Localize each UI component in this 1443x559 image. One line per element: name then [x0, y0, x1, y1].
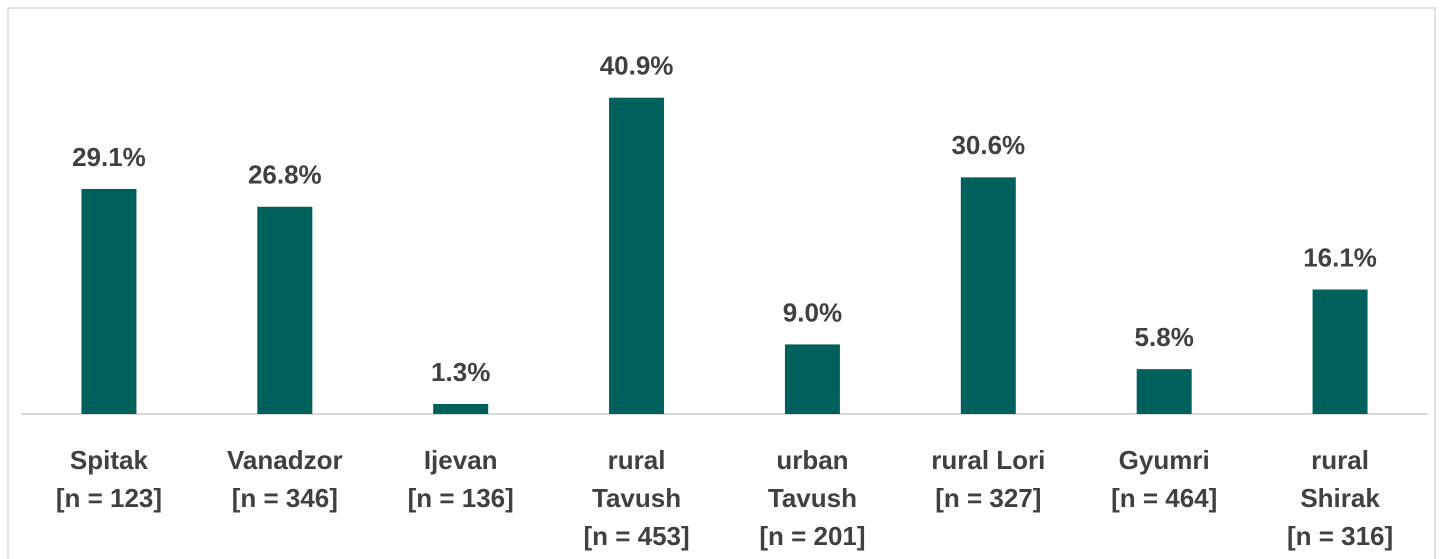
- x-tick-label: Vanadzor: [227, 445, 343, 475]
- data-label: 30.6%: [951, 130, 1025, 160]
- x-tick-label: [n = 327]: [935, 483, 1041, 513]
- bar: [433, 403, 489, 414]
- bar: [81, 188, 137, 414]
- bar: [960, 177, 1016, 414]
- x-tick-label: Ijevan: [424, 445, 498, 475]
- data-label: 29.1%: [72, 142, 146, 172]
- data-label: 5.8%: [1135, 322, 1194, 352]
- data-label: 1.3%: [431, 357, 490, 387]
- x-tick-label: Spitak: [70, 445, 149, 475]
- x-tick-label: Shirak: [1300, 483, 1380, 513]
- x-tick-label: [n = 123]: [56, 483, 162, 513]
- x-tick-label: urban: [776, 445, 848, 475]
- x-tick-label: [n = 201]: [759, 521, 865, 551]
- bar: [784, 344, 840, 414]
- x-tick-label: rural: [608, 445, 666, 475]
- data-label: 9.0%: [783, 297, 842, 327]
- data-label: 16.1%: [1303, 242, 1377, 272]
- x-tick-label: rural Lori: [931, 445, 1045, 475]
- data-label: 26.8%: [248, 160, 322, 190]
- data-label: 40.9%: [600, 51, 674, 81]
- x-tick-label: [n = 316]: [1287, 521, 1393, 551]
- x-tick-label: rural: [1311, 445, 1369, 475]
- bar: [257, 206, 313, 414]
- x-tick-label: [n = 464]: [1111, 483, 1217, 513]
- x-tick-label: Gyumri: [1119, 445, 1210, 475]
- x-tick-label: Tavush: [592, 483, 681, 513]
- bar: [609, 97, 665, 414]
- chart-frame: [7, 7, 1436, 559]
- x-tick-label: [n = 453]: [583, 521, 689, 551]
- x-tick-label: [n = 136]: [408, 483, 514, 513]
- bar: [1312, 289, 1368, 414]
- x-tick-label: Tavush: [768, 483, 857, 513]
- x-tick-label: [n = 346]: [232, 483, 338, 513]
- bar: [1136, 369, 1192, 414]
